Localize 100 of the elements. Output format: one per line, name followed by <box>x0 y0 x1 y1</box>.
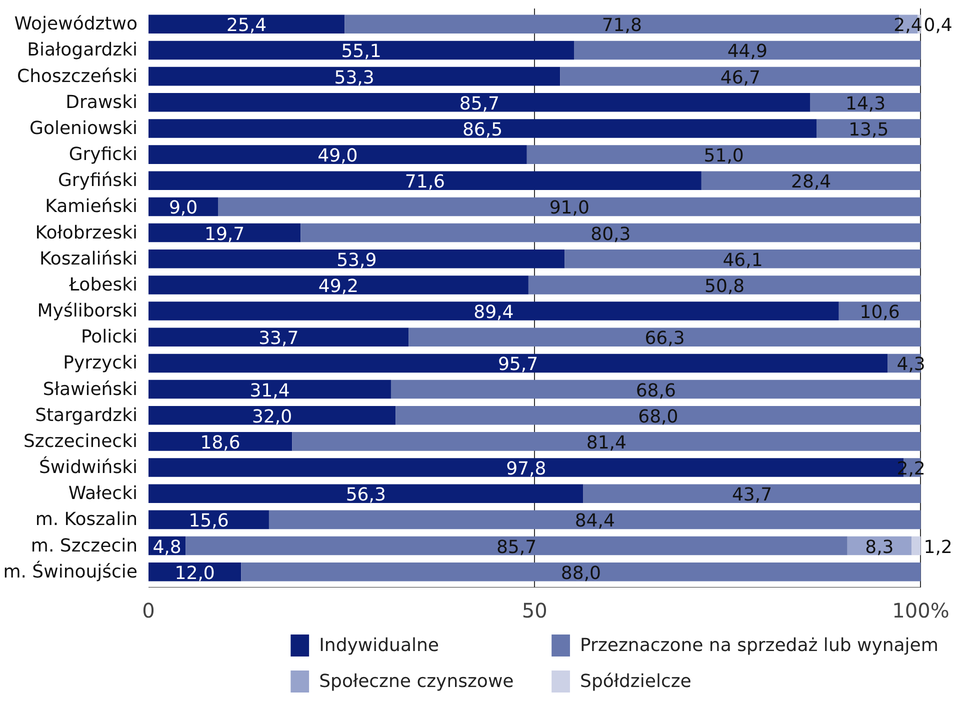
bar <box>218 197 921 216</box>
data-label: 85,7 <box>459 93 500 114</box>
bar <box>268 510 921 530</box>
y-tick-label: Łobeski <box>68 274 138 296</box>
y-tick-label: Kołobrzeski <box>35 222 138 244</box>
y-tick-label: Szczecinecki <box>24 430 138 452</box>
data-label: 32,0 <box>252 406 292 428</box>
bar <box>148 145 527 164</box>
bar <box>148 119 816 138</box>
bar <box>816 119 921 138</box>
y-tick-label: m. Szczecin <box>30 535 138 556</box>
data-label: 9,0 <box>168 198 198 219</box>
y-tick-label: Policki <box>80 326 138 348</box>
data-label: 14,3 <box>845 93 886 114</box>
data-label: 46,1 <box>722 250 763 271</box>
data-label: 55,1 <box>341 41 382 62</box>
bar <box>148 93 810 112</box>
bar <box>148 380 391 399</box>
bar <box>300 223 921 242</box>
bar <box>911 536 921 556</box>
bar <box>186 536 848 556</box>
data-label: 1,2 <box>924 536 952 558</box>
y-tick-label: m. Koszalin <box>35 509 138 530</box>
bar <box>148 510 269 530</box>
data-label: 18,6 <box>200 432 240 454</box>
data-label: 95,7 <box>498 354 538 376</box>
data-label: 10,6 <box>860 302 900 324</box>
x-tick-label: 100% <box>892 598 950 622</box>
data-label: 31,4 <box>250 380 290 402</box>
y-tick-label: Myśliborski <box>37 300 138 322</box>
y-tick-label: Wałecki <box>68 483 138 504</box>
data-label: 91,0 <box>549 198 590 219</box>
x-tick-label: 0 <box>142 598 155 622</box>
data-label: 19,7 <box>204 224 245 245</box>
bar <box>148 406 396 425</box>
data-label: 68,6 <box>636 380 676 402</box>
y-tick-label: Drawski <box>66 92 138 113</box>
data-label: 81,4 <box>586 432 626 454</box>
bar <box>560 66 921 86</box>
data-label: 28,4 <box>791 172 832 193</box>
bar <box>148 249 565 268</box>
bar <box>148 40 574 60</box>
data-label: 43,7 <box>732 484 772 506</box>
data-label: 53,3 <box>334 67 374 88</box>
data-label: 66,3 <box>644 328 685 350</box>
data-label: 33,7 <box>258 328 299 350</box>
data-label: 88,0 <box>560 562 601 584</box>
data-label: 71,8 <box>602 15 642 36</box>
legend-label: Społeczne czynszowe <box>319 671 514 692</box>
bar <box>148 223 301 242</box>
bar <box>564 249 921 268</box>
bar <box>292 432 921 451</box>
data-label: 80,3 <box>590 224 631 245</box>
y-tick-label: Gryfiński <box>58 170 138 192</box>
legend-label: Indywidualne <box>319 635 439 656</box>
bar <box>148 171 702 190</box>
bar <box>148 484 584 503</box>
y-tick-label: Pyrzycki <box>63 352 138 374</box>
bar <box>526 145 921 164</box>
data-label: 15,6 <box>188 510 229 532</box>
bar <box>148 432 292 451</box>
data-label: 12,0 <box>174 562 215 584</box>
x-tick-label: 50 <box>522 598 548 622</box>
bar <box>574 40 921 60</box>
data-label: 8,3 <box>865 536 894 558</box>
y-tick-label: Goleniowski <box>30 118 138 139</box>
bar <box>148 354 888 373</box>
bar <box>701 171 921 190</box>
bar <box>396 406 921 425</box>
legend-label: Przeznaczone na sprzedaż lub wynajem <box>580 635 938 656</box>
y-tick-label: Województwo <box>14 14 138 35</box>
data-label: 46,7 <box>720 67 760 88</box>
data-label: 25,4 <box>226 15 267 36</box>
data-label: 86,5 <box>462 119 503 140</box>
data-label: 13,5 <box>848 119 889 140</box>
y-tick-label: Choszczeński <box>17 66 138 87</box>
data-label: 84,4 <box>574 510 615 532</box>
y-tick-label: Świdwiński <box>38 456 138 478</box>
data-label: 97,8 <box>506 458 546 480</box>
data-label: 56,3 <box>346 484 386 506</box>
y-tick-label: Kamieński <box>45 196 138 218</box>
bar <box>810 93 921 112</box>
bar <box>583 484 921 503</box>
data-label: 71,6 <box>404 172 446 193</box>
bar <box>241 562 921 582</box>
y-tick-label: m. Świnoujście <box>3 560 138 582</box>
data-label: 51,0 <box>704 146 744 167</box>
bar <box>148 276 528 294</box>
data-label: 4,8 <box>152 536 182 558</box>
y-tick-label: Białogardzki <box>27 40 138 61</box>
bar <box>390 380 921 399</box>
bar <box>148 66 560 86</box>
y-tick-label: Stargardzki <box>35 404 138 426</box>
y-tick-label: Gryficki <box>68 144 138 166</box>
data-label: 53,9 <box>336 250 377 271</box>
legend-label: Spółdzielcze <box>580 671 692 692</box>
data-label: 50,8 <box>704 276 745 297</box>
data-label: 85,7 <box>496 536 537 558</box>
data-label: 49,0 <box>318 146 358 167</box>
data-label: 0,4 <box>924 15 952 36</box>
